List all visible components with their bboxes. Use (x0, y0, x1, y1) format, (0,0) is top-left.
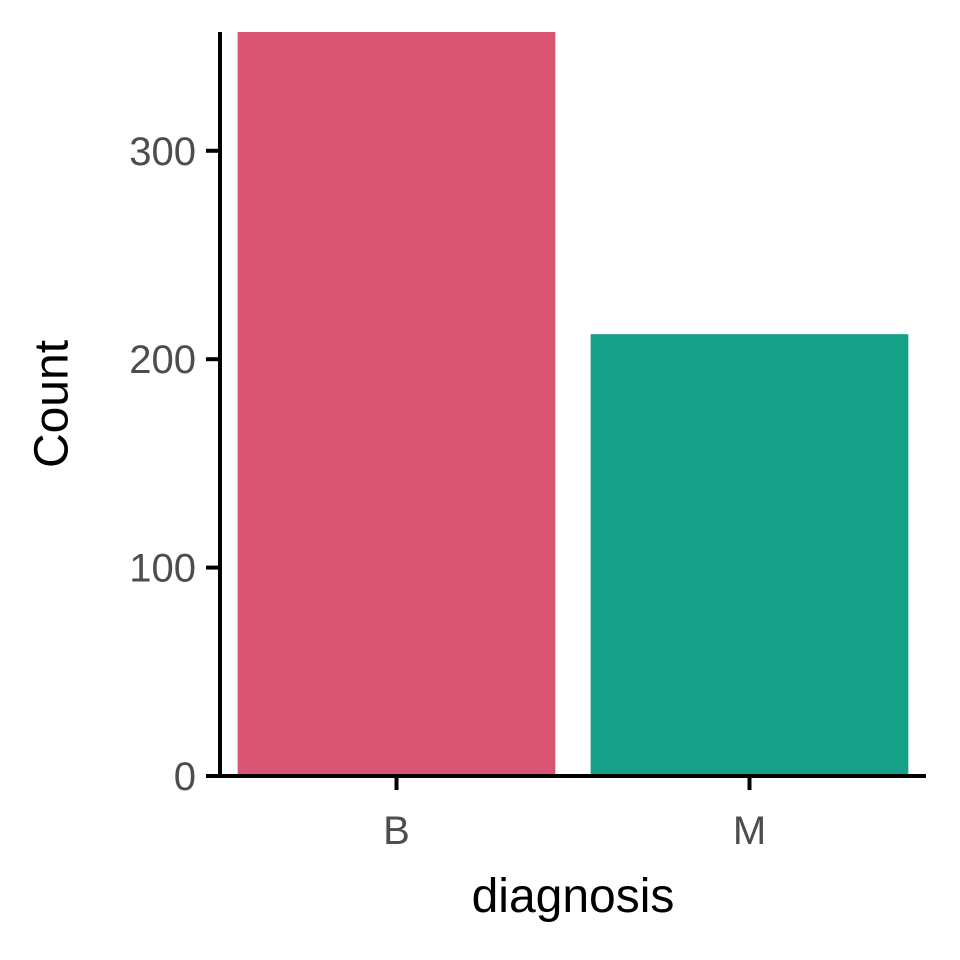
y-tick-label: 0 (174, 755, 196, 799)
bar-B (237, 32, 556, 776)
x-tick-label: B (383, 809, 410, 853)
x-tick-label: M (733, 809, 766, 853)
bars-group (237, 32, 909, 776)
x-axis-title: diagnosis (472, 870, 675, 923)
y-tick-label: 100 (129, 547, 196, 591)
y-axis-title: Count (26, 340, 79, 468)
y-tick-label: 300 (129, 130, 196, 174)
y-axis-ticks: 0 100 200 300 (129, 130, 220, 799)
y-tick-label: 200 (129, 338, 196, 382)
bar-M (590, 334, 909, 776)
